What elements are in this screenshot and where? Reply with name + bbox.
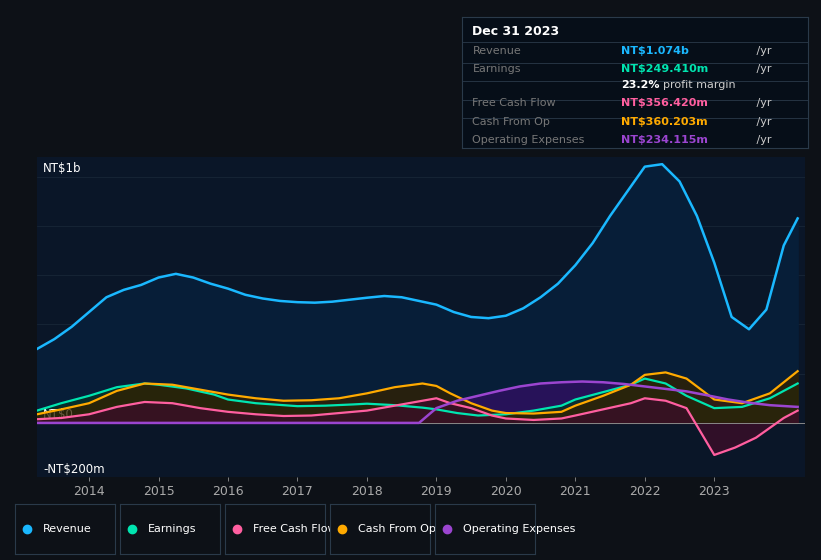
Text: Earnings: Earnings	[148, 524, 196, 534]
Text: Free Cash Flow: Free Cash Flow	[253, 524, 337, 534]
Text: /yr: /yr	[753, 46, 771, 56]
Text: -NT$200m: -NT$200m	[43, 463, 105, 476]
Text: Free Cash Flow: Free Cash Flow	[472, 98, 556, 108]
Text: NT$234.115m: NT$234.115m	[621, 135, 708, 145]
Text: NT$356.420m: NT$356.420m	[621, 98, 708, 108]
Text: /yr: /yr	[753, 116, 771, 127]
Text: profit margin: profit margin	[663, 80, 736, 90]
Text: NT$1b: NT$1b	[43, 162, 81, 175]
Text: NT$0: NT$0	[43, 408, 74, 421]
Text: NT$249.410m: NT$249.410m	[621, 64, 709, 74]
Text: Operating Expenses: Operating Expenses	[463, 524, 576, 534]
Text: Cash From Op: Cash From Op	[358, 524, 436, 534]
Text: Dec 31 2023: Dec 31 2023	[472, 25, 559, 38]
Text: Revenue: Revenue	[43, 524, 92, 534]
Text: 23.2%: 23.2%	[621, 80, 659, 90]
Text: Earnings: Earnings	[472, 64, 521, 74]
Text: /yr: /yr	[753, 98, 771, 108]
Text: /yr: /yr	[753, 64, 771, 74]
Text: Revenue: Revenue	[472, 46, 521, 56]
Text: NT$1.074b: NT$1.074b	[621, 46, 689, 56]
Text: Cash From Op: Cash From Op	[472, 116, 550, 127]
Text: NT$360.203m: NT$360.203m	[621, 116, 708, 127]
Text: Operating Expenses: Operating Expenses	[472, 135, 585, 145]
Text: /yr: /yr	[753, 135, 771, 145]
